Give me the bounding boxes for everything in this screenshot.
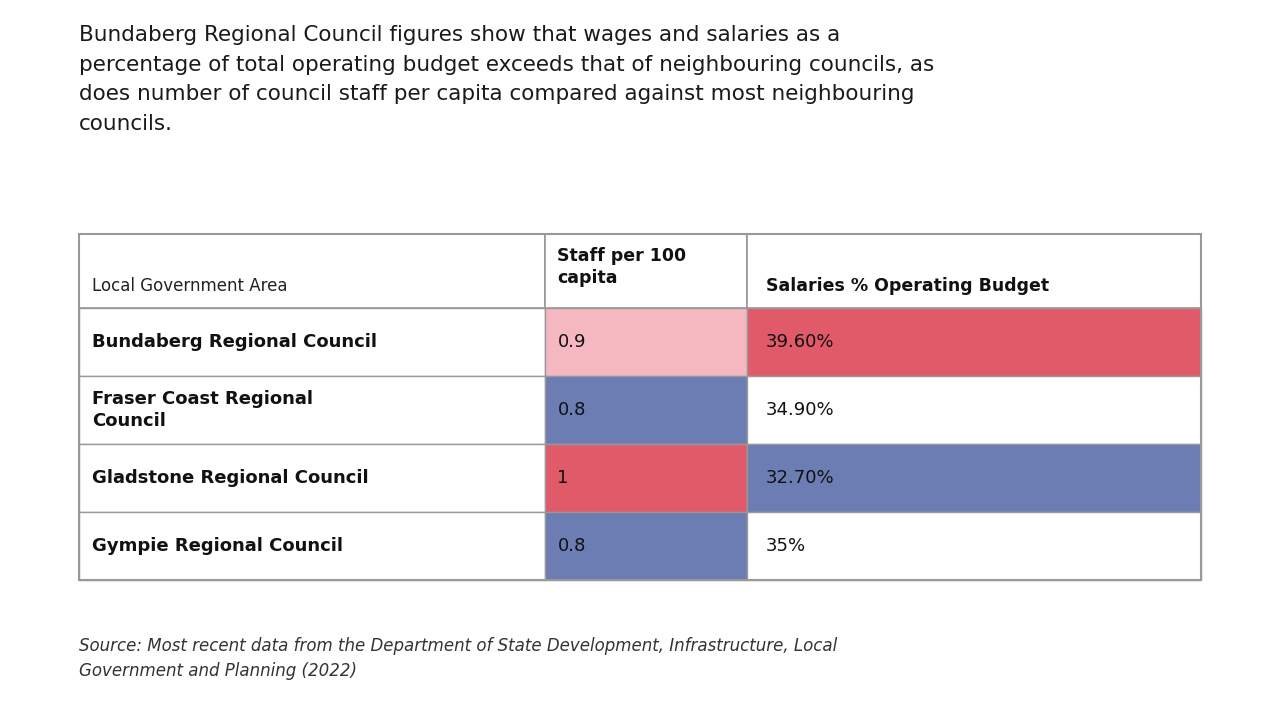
Text: 35%: 35% xyxy=(765,536,806,554)
Text: Bundaberg Regional Council figures show that wages and salaries as a
percentage : Bundaberg Regional Council figures show … xyxy=(79,25,934,134)
Text: Gladstone Regional Council: Gladstone Regional Council xyxy=(92,469,369,487)
Text: Source: Most recent data from the Department of State Development, Infrastructur: Source: Most recent data from the Depart… xyxy=(79,637,837,680)
Bar xyxy=(545,512,746,580)
Bar xyxy=(545,308,746,376)
Text: 0.8: 0.8 xyxy=(558,401,586,419)
Text: Bundaberg Regional Council: Bundaberg Regional Council xyxy=(92,333,378,351)
Text: 34.90%: 34.90% xyxy=(765,401,835,419)
Bar xyxy=(79,376,545,444)
Bar xyxy=(746,444,1201,512)
Text: Local Government Area: Local Government Area xyxy=(92,277,288,295)
Bar xyxy=(79,234,1201,580)
Bar xyxy=(746,234,1201,308)
Bar xyxy=(746,308,1201,376)
Text: Salaries % Operating Budget: Salaries % Operating Budget xyxy=(765,277,1048,295)
Bar xyxy=(545,234,746,308)
Text: 39.60%: 39.60% xyxy=(765,333,835,351)
Text: 0.8: 0.8 xyxy=(558,536,586,554)
Text: Gympie Regional Council: Gympie Regional Council xyxy=(92,536,343,554)
Bar xyxy=(79,444,545,512)
Text: 1: 1 xyxy=(558,469,568,487)
Bar xyxy=(746,512,1201,580)
Bar xyxy=(545,444,746,512)
Bar xyxy=(746,376,1201,444)
Bar xyxy=(79,308,545,376)
Text: Fraser Coast Regional
Council: Fraser Coast Regional Council xyxy=(92,390,314,430)
Text: Staff per 100
capita: Staff per 100 capita xyxy=(558,247,686,287)
Bar xyxy=(545,376,746,444)
Bar xyxy=(79,512,545,580)
Bar xyxy=(79,234,545,308)
Text: 32.70%: 32.70% xyxy=(765,469,835,487)
Text: 0.9: 0.9 xyxy=(558,333,586,351)
